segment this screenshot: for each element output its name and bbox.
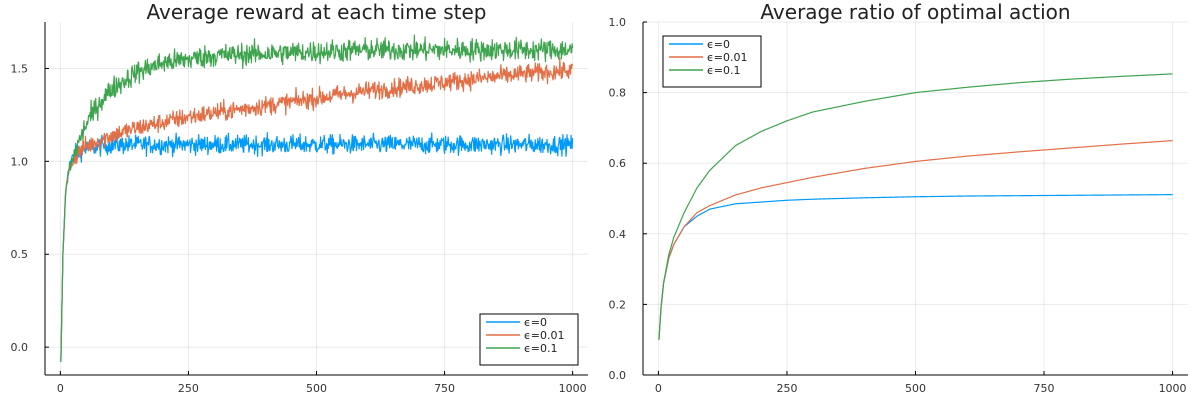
y-tick-label: 1.0 — [609, 16, 627, 29]
x-tick-label: 250 — [178, 382, 199, 395]
chart-title: Average reward at each time step — [147, 0, 487, 24]
y-tick-label: 0.0 — [11, 341, 29, 354]
legend-label: ϵ=0.1 — [707, 64, 740, 77]
x-tick-label: 0 — [57, 382, 64, 395]
grid — [45, 22, 588, 375]
x-tick-label: 500 — [905, 382, 926, 395]
x-tick-label: 0 — [655, 382, 662, 395]
x-tick-label: 500 — [306, 382, 327, 395]
legend: ϵ=0ϵ=0.01ϵ=0.1 — [662, 35, 762, 88]
y-tick-label: 0.6 — [609, 157, 627, 170]
y-tick-label: 0.8 — [609, 87, 627, 100]
y-tick-label: 1.0 — [11, 155, 29, 168]
x-tick-label: 750 — [434, 382, 455, 395]
series-line-2 — [658, 73, 1173, 340]
series-line-2 — [60, 34, 574, 362]
y-tick-label: 1.5 — [11, 62, 29, 75]
y-tick-label: 0.0 — [609, 369, 627, 382]
legend-label: ϵ=0 — [524, 316, 547, 329]
chart-optimal-action-ratio: 0 250 500 750 1000 0.0 0.2 0.4 0.6 0.8 1.0 Average … — [609, 0, 1188, 395]
series-line-1 — [658, 140, 1173, 340]
x-tick-label: 1000 — [1159, 382, 1187, 395]
chart-average-reward: 0 250 500 750 1000 0.0 0.5 1.0 1.5 Average reward… — [11, 0, 588, 395]
series-line-0 — [60, 132, 574, 362]
y-tick-label: 0.5 — [11, 248, 29, 261]
x-tick-label: 750 — [1034, 382, 1055, 395]
y-tick-label: 0.4 — [609, 228, 627, 241]
legend-label: ϵ=0.01 — [707, 51, 747, 64]
series-line-1 — [60, 57, 574, 362]
legend-label: ϵ=0.1 — [524, 342, 557, 355]
chart-title: Average ratio of optimal action — [760, 0, 1070, 24]
series-line-0 — [658, 194, 1173, 340]
legend-label: ϵ=0 — [707, 38, 730, 51]
legend: ϵ=0ϵ=0.01ϵ=0.1 — [479, 313, 579, 366]
x-tick-label: 250 — [776, 382, 797, 395]
legend-label: ϵ=0.01 — [524, 329, 564, 342]
y-tick-label: 0.2 — [609, 298, 627, 311]
x-tick-label: 1000 — [559, 382, 587, 395]
